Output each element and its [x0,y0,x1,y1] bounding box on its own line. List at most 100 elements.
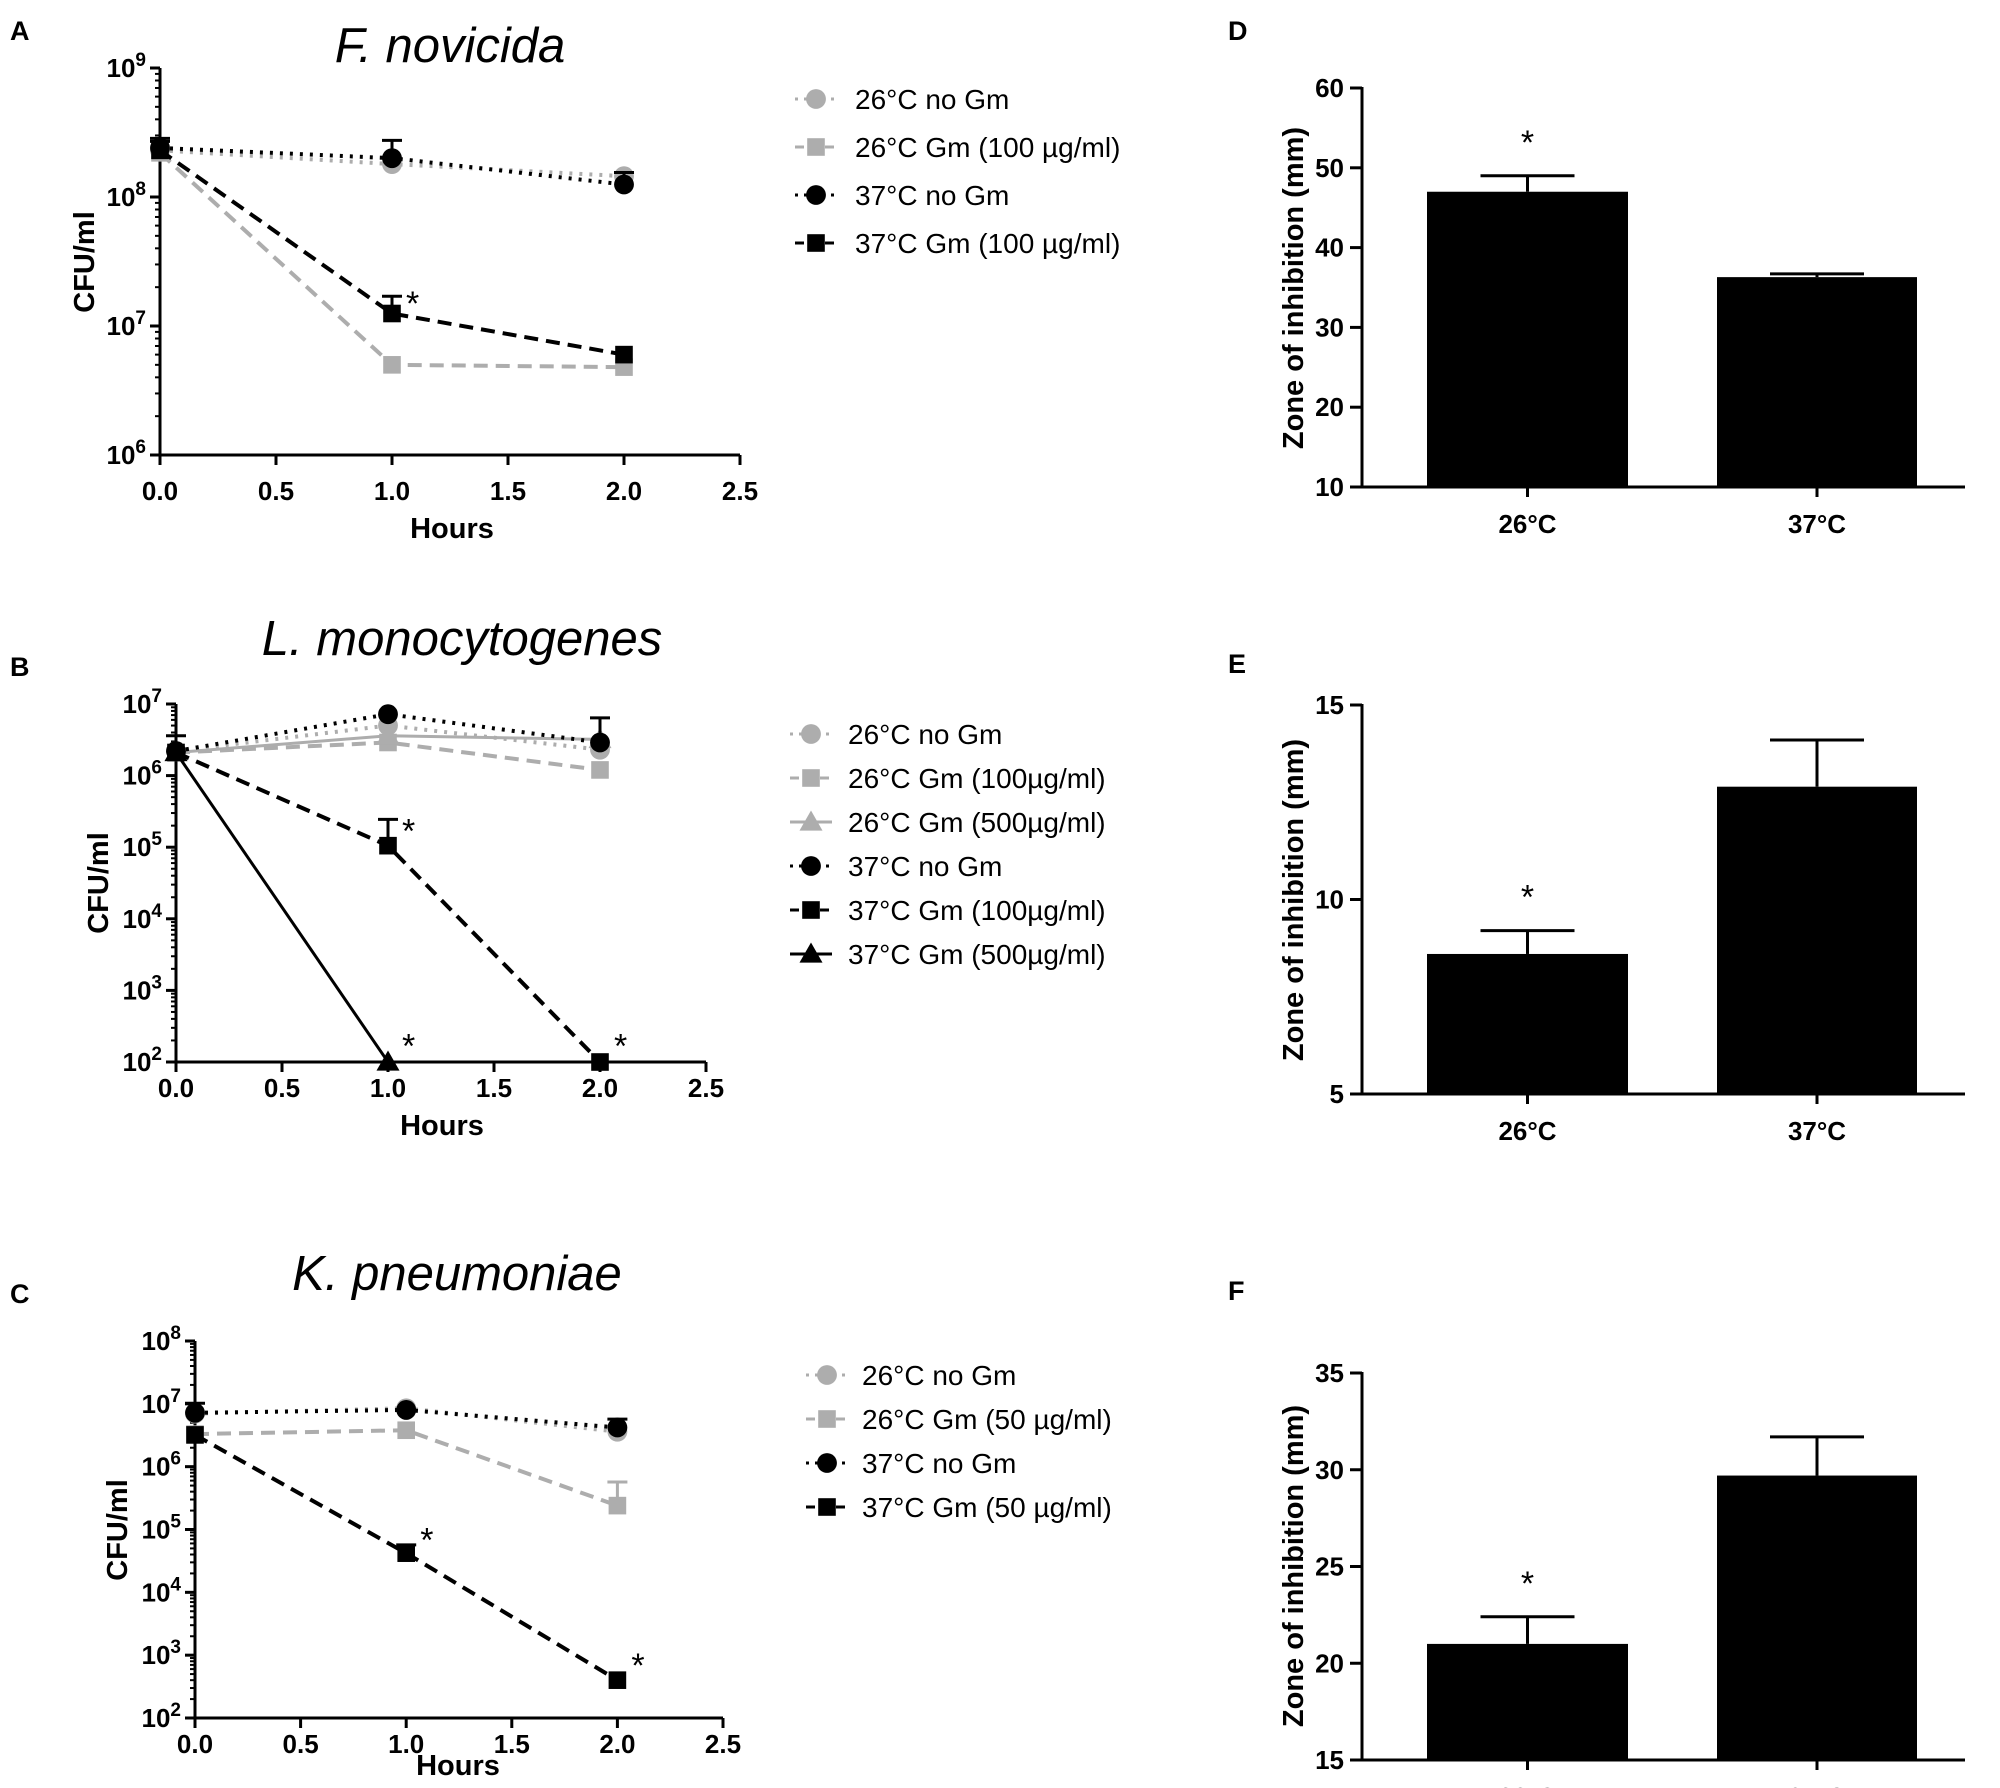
y-axis-label-f: Zone of inhibition (mm) [1278,1405,1310,1727]
panel-label-e: E [1228,649,1246,679]
y-tick-label-d: 30 [1315,312,1344,342]
chart-a-time-kill: 106 107 108 109 0.0 0.5 1.0 1.5 2.0 2.5 F. novicid… [69,19,1120,545]
significance-star-a: * [406,285,419,323]
y-tick-label-e: 10 [1315,885,1344,915]
y-tick-label-c: 108 [142,1323,182,1356]
y-tick-label-c: 102 [142,1700,182,1733]
y-tick-label-f: 35 [1315,1358,1344,1388]
x-axis-label-c: Hours [416,1750,500,1782]
legend-label-a: 26°C no Gm [855,84,1009,115]
x-tick-label-d: 37°C [1788,509,1846,539]
y-axis-label-a: CFU/ml [69,211,101,313]
x-tick-label-f: 37°C [1788,1782,1846,1788]
y-tick-label-a: 106 [107,437,147,470]
significance-star-c: * [631,1647,644,1685]
y-tick-label-f: 15 [1315,1745,1344,1775]
x-tick-label-d: 26°C [1498,509,1556,539]
data-point-b [378,704,398,725]
legend-label-a: 37°C Gm (100 µg/ml) [855,228,1120,259]
data-point-c [396,1400,417,1420]
data-point-b [590,732,610,753]
data-point-c [608,1496,627,1515]
y-tick-label-d: 10 [1315,472,1344,502]
series-line-a-1 [158,151,625,370]
x-tick-label-c: 1.5 [494,1729,530,1759]
y-tick-label-d: 60 [1315,73,1344,103]
legend-marker-a [807,234,825,252]
legend-marker-c [818,1410,836,1428]
y-tick-label-c: 106 [142,1449,182,1482]
y-axis-label-d: Zone of inhibition (mm) [1278,127,1310,449]
x-tick-label-b: 2.5 [688,1073,724,1103]
legend-label-c: 37°C no Gm [862,1448,1016,1479]
legend-label-b: 26°C Gm (100µg/ml) [848,763,1106,794]
chart-c-time-kill: 102 103 104 105 106 107 108 0.0 0.5 1.0 1.5 2.0 2.5 K… [102,1247,1112,1782]
y-tick-label-c: 104 [142,1574,182,1607]
y-tick-label-c: 105 [142,1512,182,1545]
panel-label-d: D [1228,16,1248,46]
x-axis-label-a: Hours [410,513,494,545]
x-tick-label-e: 37°C [1788,1116,1846,1146]
legend-label-a: 26°C Gm (100 µg/ml) [855,132,1120,163]
bar-f-0 [1427,1643,1628,1760]
legend-marker-a [806,185,826,205]
x-tick-label-b: 2.0 [582,1073,618,1103]
data-point-b [164,741,188,762]
x-tick-label-a: 2.0 [606,476,642,506]
significance-star-b: * [614,1027,627,1065]
series-line-c-1 [194,1428,619,1508]
data-point-a [382,148,402,169]
y-axis-label-e: Zone of inhibition (mm) [1278,739,1310,1061]
bar-d-1 [1717,277,1917,487]
legend-label-b: 26°C Gm (500µg/ml) [848,807,1106,838]
significance-star-c: * [420,1521,433,1559]
data-point-c [185,1402,205,1423]
y-tick-label-d: 40 [1315,233,1344,263]
y-tick-label-b: 105 [123,829,163,862]
bar-e-1 [1717,786,1917,1094]
x-tick-label-c: 0.5 [283,1729,319,1759]
y-tick-label-e: 15 [1315,690,1344,720]
chart-title-c: K. pneumoniae [292,1247,622,1301]
data-point-b [591,1053,609,1071]
legend-marker-c [817,1453,837,1473]
y-axis-label-b: CFU/ml [83,832,115,934]
series-line-b-0 [175,723,601,754]
y-tick-label-d: 20 [1315,392,1344,422]
x-tick-label-a: 1.0 [374,476,410,506]
data-point-a [615,345,633,364]
y-tick-label-a: 107 [107,308,147,341]
significance-star-e: * [1521,879,1534,917]
y-tick-label-b: 103 [123,972,163,1005]
panel-label-a: A [10,16,30,46]
significance-star-d: * [1521,124,1534,162]
y-tick-label-c: 107 [142,1386,182,1419]
significance-star-f: * [1521,1565,1534,1603]
data-point-b [376,1050,400,1071]
x-tick-label-f: 26°C [1498,1782,1556,1788]
x-tick-label-b: 0.5 [264,1073,300,1103]
data-point-b [591,761,609,779]
y-tick-label-d: 50 [1315,153,1344,183]
data-point-c [397,1421,415,1440]
data-point-c [397,1544,415,1562]
y-tick-label-b: 106 [123,758,163,791]
series-line-b-1 [175,740,601,772]
series-line-b-5 [174,751,390,1063]
data-point-a [614,174,634,195]
data-point-c [608,1671,627,1689]
legend-label-c: 26°C Gm (50 µg/ml) [862,1404,1112,1435]
legend-marker-b [799,810,823,831]
panel-label-c: C [10,1279,30,1309]
data-point-c [186,1426,204,1444]
legend-marker-b [799,942,823,963]
panel-label-f: F [1228,1276,1245,1306]
x-tick-label-b: 1.0 [370,1073,406,1103]
y-tick-label-a: 109 [107,50,147,83]
panel-label-b: B [10,652,30,682]
x-tick-label-a: 1.5 [490,476,526,506]
data-point-b [379,836,397,855]
